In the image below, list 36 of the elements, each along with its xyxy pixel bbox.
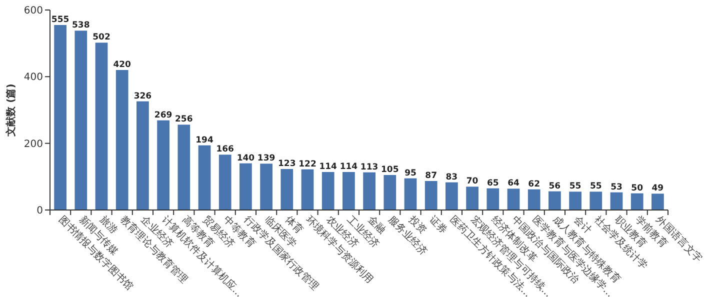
y-tick-label: 600 [24,6,43,16]
data-label: 140 [236,153,255,164]
data-label: 555 [51,15,70,25]
x-tick-label: 证券 [426,214,450,236]
data-label: 123 [278,159,296,169]
data-label: 538 [72,20,90,31]
data-label: 114 [319,162,338,172]
data-label: 269 [154,110,172,120]
data-label: 55 [569,182,582,192]
data-label: 83 [446,172,458,182]
data-label: 62 [528,179,540,190]
data-label: 194 [196,135,214,146]
data-label: 166 [216,144,234,155]
data-label: 70 [466,176,478,187]
data-label: 50 [631,183,644,194]
y-tick-label: 200 [24,138,43,150]
data-label: 502 [92,32,110,43]
data-label: 95 [404,168,416,178]
data-label: 122 [298,159,316,170]
data-label: 56 [548,181,561,192]
data-label: 256 [175,114,193,125]
y-tick-label: 400 [24,72,43,84]
data-label: 55 [590,182,602,192]
data-label: 53 [610,182,622,192]
data-label: 65 [486,178,499,188]
data-label: 114 [340,162,358,172]
data-label: 326 [134,91,152,102]
data-label: 87 [425,171,438,181]
data-label: 139 [257,154,276,164]
data-label: 420 [113,60,132,70]
y-tick-label: 0 [36,206,43,216]
data-label: 64 [508,178,520,189]
data-label: 113 [360,162,378,172]
data-label: 105 [381,165,399,175]
data-label: 49 [652,184,664,194]
y-axis-title: 文献数 (篇) [5,84,17,138]
